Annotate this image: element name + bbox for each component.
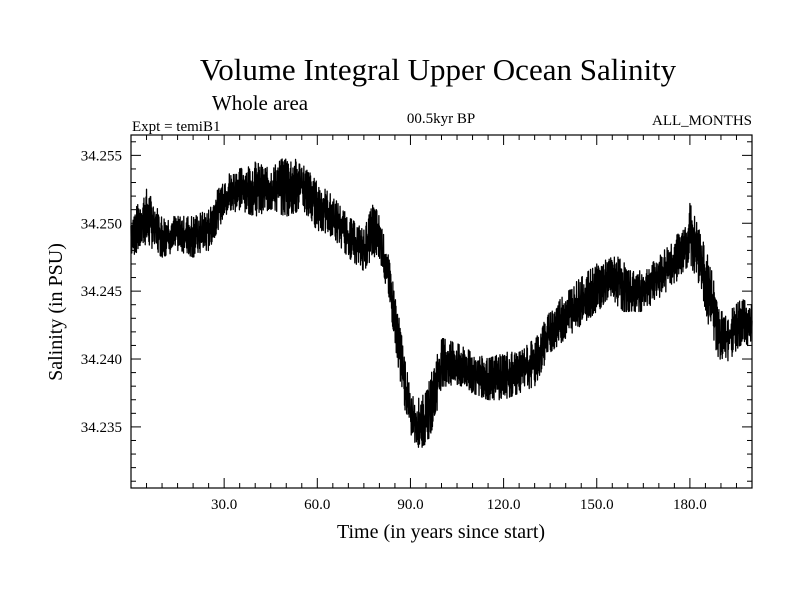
x-tick-label: 120.0 <box>487 497 521 513</box>
series-layer <box>130 158 753 448</box>
y-axis-label: Salinity (in PSU) <box>45 243 67 381</box>
x-tick-label: 180.0 <box>673 497 707 513</box>
x-tick-label: 90.0 <box>397 497 423 513</box>
y-axis: 34.235 34.240 34.245 34.250 34.255 <box>81 141 752 482</box>
period-label: 00.5kyr BP <box>407 111 475 127</box>
x-tick-label: 60.0 <box>304 497 330 513</box>
salinity-series-line <box>130 158 753 448</box>
x-tick-label: 30.0 <box>211 497 237 513</box>
months-label: ALL_MONTHS <box>652 113 752 129</box>
y-tick-label: 34.235 <box>81 420 122 436</box>
y-tick-label: 34.245 <box>81 284 122 300</box>
x-axis: 30.0 60.0 90.0 120.0 150.0 180.0 <box>146 135 737 513</box>
y-tick-label: 34.240 <box>81 352 122 368</box>
y-tick-label: 34.255 <box>81 148 122 164</box>
experiment-label: Expt = temiB1 <box>132 119 220 135</box>
chart-subtitle: Whole area <box>212 91 309 115</box>
x-tick-label: 150.0 <box>580 497 614 513</box>
x-axis-label: Time (in years since start) <box>337 521 545 543</box>
chart-title: Volume Integral Upper Ocean Salinity <box>200 52 677 87</box>
y-tick-label: 34.250 <box>81 216 122 232</box>
